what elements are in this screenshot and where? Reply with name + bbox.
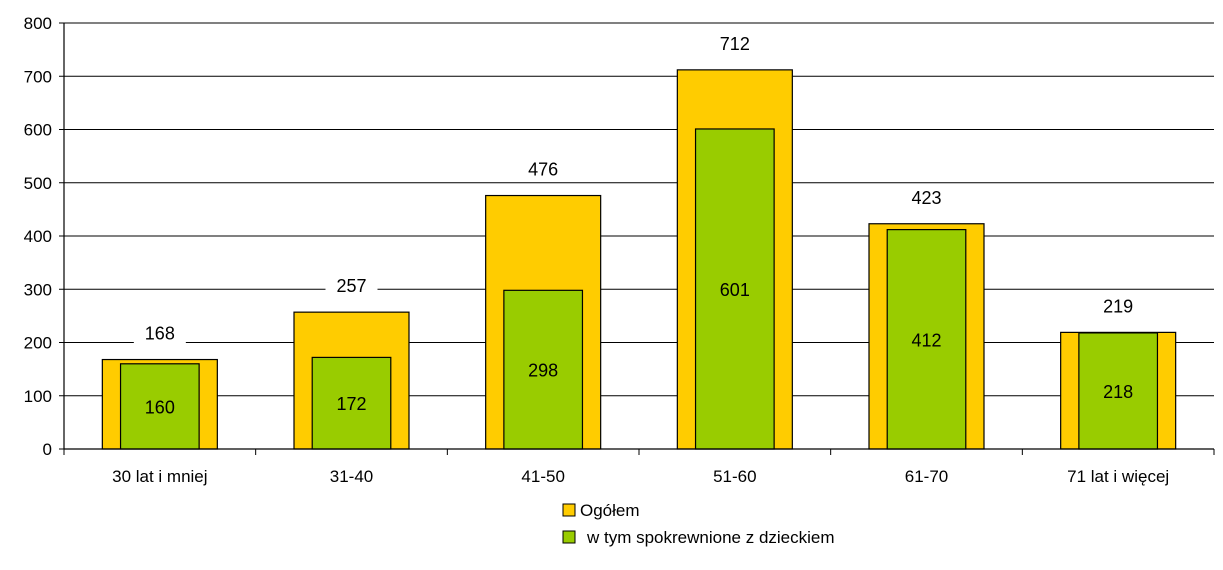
data-label-ogolem: 476 [528, 160, 558, 180]
bar-spokrewnione [311, 356, 392, 450]
data-label-spokrewnione: 218 [1103, 382, 1133, 402]
data-label-bg [517, 157, 570, 182]
data-label-bg [133, 321, 186, 346]
legend-swatch [562, 503, 576, 517]
legend-label: Ogółem [580, 501, 640, 520]
axes: 0 100 200 300 400 500 600 700 800 30 lat i mniej 3… [24, 14, 1215, 486]
x-tick-label: 51-60 [713, 467, 756, 486]
data-label-ogolem: 712 [720, 34, 750, 54]
data-label-bg [1092, 294, 1145, 319]
x-tick-label: 30 lat i mniej [112, 467, 207, 486]
bar-spokrewnione [694, 128, 775, 450]
data-label-ogolem: 257 [336, 276, 366, 296]
data-label-bg [900, 185, 953, 210]
y-tick-label: 800 [24, 14, 52, 33]
data-label-spokrewnione: 172 [336, 394, 366, 414]
data-label-ogolem: 423 [911, 188, 941, 208]
bar-spokrewnione [119, 363, 200, 450]
data-label-bg [708, 31, 761, 56]
bar-spokrewnione [886, 229, 967, 450]
y-tick-label: 200 [24, 334, 52, 353]
y-tick-label: 300 [24, 280, 52, 299]
data-label-spokrewnione: 298 [528, 361, 558, 381]
legend-label: w tym spokrewnione z dzieckiem [586, 528, 835, 547]
x-tick-label: 71 lat i więcej [1067, 467, 1169, 486]
x-tick-label: 61-70 [905, 467, 948, 486]
data-label-spokrewnione: 160 [145, 397, 175, 417]
data-label-spokrewnione: 601 [720, 280, 750, 300]
y-tick-label: 100 [24, 387, 52, 406]
legend: Ogółem w tym spokrewnione z dzieckiem [562, 501, 835, 547]
y-tick-label: 0 [43, 440, 52, 459]
x-tick-label: 31-40 [330, 467, 373, 486]
bar-spokrewnione [503, 289, 584, 450]
x-tick-label: 41-50 [521, 467, 564, 486]
data-label-bg [325, 274, 378, 299]
data-label-ogolem: 219 [1103, 296, 1133, 316]
y-tick-label: 600 [24, 121, 52, 140]
data-label-spokrewnione: 412 [911, 330, 941, 350]
y-tick-label: 400 [24, 227, 52, 246]
data-label-ogolem: 168 [145, 324, 175, 344]
bar-spokrewnione [1078, 332, 1159, 450]
data-labels: 168 160 257 172 476 298 712 601 423 412 219 218 [133, 31, 1145, 417]
y-tick-label: 500 [24, 174, 52, 193]
y-tick-label: 700 [24, 67, 52, 86]
bars [101, 69, 1177, 450]
gridlines [64, 22, 1214, 397]
legend-swatch [562, 530, 576, 544]
